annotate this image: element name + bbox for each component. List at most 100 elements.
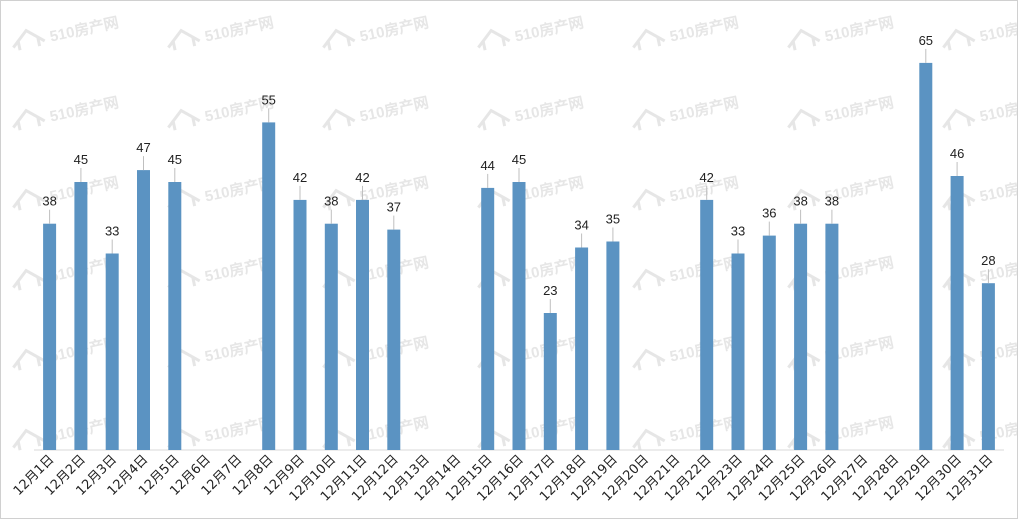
bars-layer — [43, 62, 995, 451]
watermark: 510房产网 — [787, 13, 895, 51]
watermark: 510房产网 — [477, 13, 585, 51]
bar — [731, 253, 745, 450]
watermark: 510房产网 — [12, 13, 120, 51]
watermark-house-icon — [167, 108, 201, 131]
watermark: 510房产网 — [632, 333, 740, 371]
watermark: 510房产网 — [12, 333, 120, 371]
watermark: 510房产网 — [477, 93, 585, 131]
data-label: 36 — [762, 206, 776, 221]
data-label: 23 — [543, 283, 557, 298]
watermark: 510房产网 — [942, 93, 1017, 131]
data-label: 46 — [950, 146, 964, 161]
watermark-house-icon — [632, 108, 666, 131]
data-label: 42 — [355, 170, 369, 185]
watermark-house-icon — [632, 268, 666, 291]
data-label: 42 — [699, 170, 713, 185]
watermark-house-icon — [632, 348, 666, 371]
watermark-text: 510房产网 — [823, 13, 895, 45]
data-label: 35 — [606, 212, 620, 227]
watermark: 510房产网 — [632, 13, 740, 51]
data-label: 33 — [105, 224, 119, 239]
data-label: 45 — [512, 152, 526, 167]
data-label: 55 — [261, 92, 275, 107]
watermark-text: 510房产网 — [203, 13, 275, 45]
watermark: 510房产网 — [167, 253, 275, 291]
data-label: 45 — [74, 152, 88, 167]
watermark: 510房产网 — [322, 13, 430, 51]
watermark-text: 510房产网 — [978, 93, 1017, 125]
bar — [575, 247, 589, 450]
bar — [606, 241, 620, 450]
watermark-text: 510房产网 — [978, 173, 1017, 205]
watermark-house-icon — [322, 28, 356, 51]
watermark: 510房产网 — [632, 173, 740, 211]
watermark: 510房产网 — [322, 93, 430, 131]
watermark: 510房产网 — [942, 13, 1017, 51]
watermark: 510房产网 — [632, 93, 740, 131]
bar — [293, 199, 307, 450]
watermark-text: 510房产网 — [978, 13, 1017, 45]
data-labels-layer: 38 45 33 47 45 55 42 38 42 37 44 45 23 34 35 42 33 36 38 38… — [42, 33, 996, 313]
bar — [919, 62, 933, 451]
watermark-house-icon — [12, 428, 46, 451]
bar — [543, 313, 557, 450]
data-label: 33 — [731, 224, 745, 239]
watermark-house-icon — [12, 268, 46, 291]
watermark-house-icon — [787, 108, 821, 131]
watermark-text: 510房产网 — [823, 93, 895, 125]
watermark-house-icon — [632, 428, 666, 451]
watermark-text: 510房产网 — [48, 93, 120, 125]
data-label: 44 — [480, 158, 494, 173]
bar — [137, 170, 150, 450]
bar — [481, 187, 495, 450]
watermark-house-icon — [322, 188, 356, 211]
watermark: 510房产网 — [632, 253, 740, 291]
watermark: 510房产网 — [12, 173, 120, 211]
watermark-text: 510房产网 — [358, 13, 430, 45]
watermark: 510房产网 — [12, 413, 120, 451]
data-label: 45 — [168, 152, 182, 167]
data-label: 34 — [574, 218, 588, 233]
data-label: 47 — [136, 140, 150, 155]
bar — [105, 253, 119, 450]
watermark-house-icon — [12, 348, 46, 371]
data-label: 38 — [324, 194, 338, 209]
watermark: 510房产网 — [12, 93, 120, 131]
watermark-house-icon — [322, 108, 356, 131]
bar — [324, 223, 338, 450]
watermark-text: 510房产网 — [358, 93, 430, 125]
watermark-house-icon — [787, 188, 821, 211]
data-label: 28 — [981, 253, 995, 268]
data-label: 38 — [793, 194, 807, 209]
watermark-house-icon — [12, 188, 46, 211]
watermark: 510房产网 — [167, 13, 275, 51]
data-label: 65 — [919, 33, 933, 48]
bar — [700, 199, 714, 450]
watermark-text: 510房产网 — [48, 13, 120, 45]
bar — [981, 283, 995, 450]
data-label: 42 — [293, 170, 307, 185]
watermark-house-icon — [477, 28, 511, 51]
bar — [262, 122, 276, 451]
bar — [794, 223, 808, 450]
watermark-house-icon — [477, 108, 511, 131]
x-tick-labels-layer: 12月1日12月2日12月3日12月4日12月5日12月6日12月7日12月8日… — [11, 452, 996, 504]
bar — [387, 229, 401, 450]
watermark: 510房产网 — [167, 93, 275, 131]
watermark: 510房产网 — [167, 173, 275, 211]
bar — [356, 199, 369, 450]
bar — [825, 223, 839, 450]
watermark: 510房产网 — [632, 413, 740, 451]
watermark-text: 510房产网 — [668, 13, 740, 45]
bar — [512, 182, 526, 450]
bar — [762, 235, 776, 450]
data-label: 38 — [825, 194, 839, 209]
data-label: 38 — [42, 194, 56, 209]
watermark: 510房产网 — [787, 93, 895, 131]
watermark-house-icon — [167, 28, 201, 51]
watermark-house-icon — [787, 28, 821, 51]
watermark-house-icon — [632, 28, 666, 51]
bar — [168, 182, 182, 450]
